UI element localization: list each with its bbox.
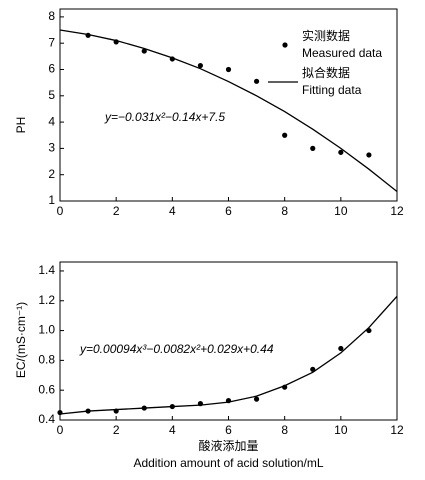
y-tick-label: 1.0	[38, 323, 55, 337]
data-point	[310, 145, 316, 151]
y-tick-label: 7	[48, 35, 55, 49]
y-tick-label: 2	[48, 167, 55, 181]
plot-frame	[59, 261, 398, 421]
legend-label-en: Measured data	[302, 46, 382, 60]
x-tick-label: 10	[334, 204, 348, 218]
y-tick-label: 1	[48, 193, 55, 207]
fit-line	[59, 295, 398, 415]
equation: y=−0.031x²−0.14x+7.5	[104, 110, 225, 124]
y-axis-label: EC/(mS·cm⁻¹)	[14, 302, 28, 378]
x-tick-label: 8	[281, 423, 288, 437]
x-axis-label-en: Addition amount of acid solution/mL	[133, 456, 323, 470]
data-point	[253, 78, 260, 84]
equation: y=0.00094x³−0.0082x²+0.029x+0.44	[79, 342, 274, 356]
data-point	[225, 66, 232, 73]
x-tick-label: 8	[281, 204, 288, 218]
y-tick-label: 1.4	[38, 263, 55, 277]
legend-label: 实测数据	[302, 28, 350, 43]
x-tick-label: 0	[57, 204, 64, 218]
data-point	[338, 149, 344, 155]
legend-marker	[282, 42, 288, 48]
y-tick-label: 0.8	[38, 353, 55, 367]
legend-label: 拟合数据	[302, 65, 350, 80]
y-tick-label: 3	[48, 141, 55, 155]
x-tick-label: 12	[390, 423, 404, 437]
x-tick-label: 6	[225, 204, 232, 218]
x-tick-label: 0	[57, 423, 64, 437]
legend-label-en: Fitting data	[302, 83, 362, 97]
fit-line	[59, 29, 398, 193]
y-axis-label: PH	[14, 117, 28, 134]
y-tick-label: 5	[48, 88, 55, 102]
x-tick-label: 10	[334, 423, 348, 437]
y-tick-label: 8	[48, 9, 55, 23]
x-tick-label: 4	[169, 423, 176, 437]
y-tick-label: 0.6	[38, 382, 55, 396]
data-point	[253, 396, 260, 402]
data-point	[338, 345, 344, 352]
x-axis-label: 酸液添加量	[198, 438, 258, 453]
data-point	[141, 48, 147, 54]
x-tick-label: 4	[169, 204, 176, 218]
y-tick-label: 1.2	[38, 293, 55, 307]
y-tick-label: 6	[48, 62, 55, 76]
data-point	[282, 132, 288, 138]
data-point	[197, 62, 204, 69]
y-tick-label: 0.4	[38, 412, 55, 426]
x-tick-label: 6	[225, 423, 232, 437]
x-tick-label: 12	[390, 204, 404, 218]
data-point	[366, 152, 372, 158]
y-tick-label: 4	[48, 114, 55, 128]
x-tick-label: 2	[113, 423, 120, 437]
x-tick-label: 2	[113, 204, 120, 218]
